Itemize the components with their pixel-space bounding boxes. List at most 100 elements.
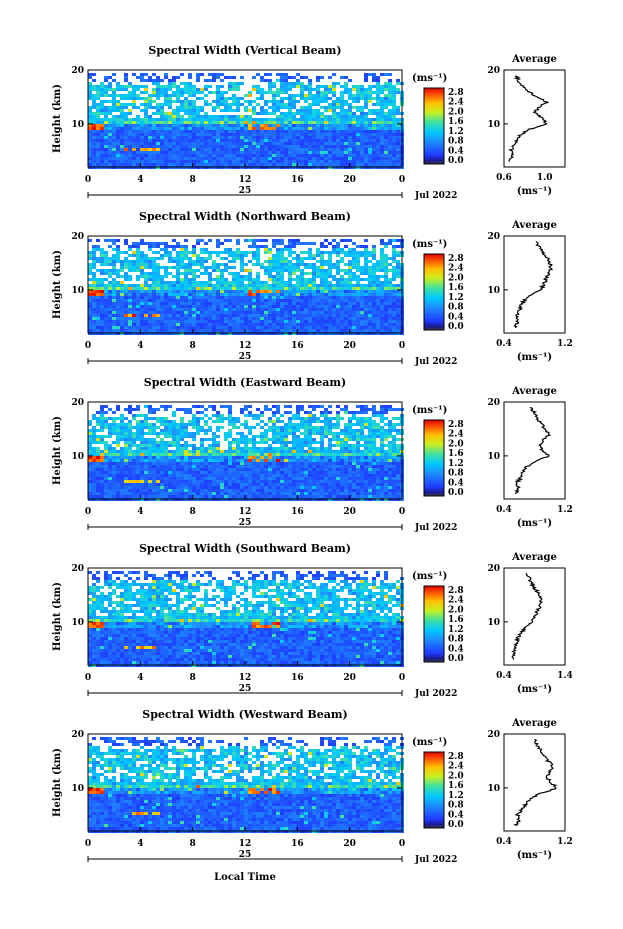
y-tick-label: 10	[71, 452, 84, 462]
panel-2: Spectral Width (Northward Beam) 10 20 Heigh…	[52, 210, 573, 367]
average-x-tick-label: 0.4	[496, 505, 512, 515]
colorbar-tick-label: 2.4	[448, 762, 464, 772]
colorbar-unit: (ms⁻¹)	[412, 571, 447, 582]
y-tick-label: 10	[71, 618, 84, 628]
x-tick-label: 8	[190, 673, 196, 683]
colorbar-tick-label: 0.8	[448, 801, 464, 811]
heatmap-cells	[88, 239, 404, 335]
average-x-tick-label: 0.4	[496, 837, 512, 847]
y-tick-label: 20	[71, 398, 84, 408]
day-label: 25	[239, 684, 252, 694]
x-tick-label: 12	[239, 673, 252, 683]
panel-3: Spectral Width (Eastward Beam) 10 20 Height…	[52, 376, 573, 533]
y-tick-label: 10	[71, 784, 84, 794]
date-label: Jul 2022	[414, 689, 457, 699]
average-frame	[503, 235, 566, 334]
colorbar-tick-label: 1.2	[448, 127, 464, 137]
x-tick-label: 8	[190, 175, 196, 185]
colorbar-tick-label: 1.6	[448, 781, 464, 791]
average-y-tick-label: 10	[487, 784, 500, 794]
panel-4: Spectral Width (Southward Beam) 10 20 Heigh…	[52, 542, 573, 699]
average-y-tick-label: 20	[487, 66, 500, 76]
colorbar-unit: (ms⁻¹)	[412, 239, 447, 250]
colorbar	[423, 751, 445, 829]
x-tick-label: 0	[399, 175, 405, 185]
x-tick-label: 8	[190, 839, 196, 849]
colorbar-tick-label: 1.6	[448, 615, 464, 625]
x-tick-label: 16	[291, 175, 304, 185]
heatmap-cells	[88, 571, 404, 667]
x-tick-label: 20	[343, 839, 356, 849]
average-title: Average	[511, 220, 557, 231]
colorbar-tick-label: 2.0	[448, 273, 464, 283]
x-tick-label: 4	[137, 673, 143, 683]
x-tick-label: 0	[399, 341, 405, 351]
colorbar-unit: (ms⁻¹)	[412, 737, 447, 748]
colorbar-tick-label: 1.6	[448, 449, 464, 459]
y-axis-label: Height (km)	[52, 84, 63, 153]
x-tick-label: 4	[137, 341, 143, 351]
panel-5: Spectral Width (Westward Beam) 10 20 Height…	[52, 708, 573, 865]
x-tick-label: 12	[239, 175, 252, 185]
colorbar-tick-label: 2.0	[448, 107, 464, 117]
colorbar-tick-label: 2.8	[448, 254, 464, 264]
y-axis-label: Height (km)	[52, 748, 63, 817]
average-title: Average	[511, 54, 557, 65]
x-tick-label: 0	[399, 673, 405, 683]
date-label: Jul 2022	[414, 523, 457, 533]
y-tick-label: 20	[71, 66, 84, 76]
average-frame	[503, 69, 566, 168]
panel-title: Spectral Width (Northward Beam)	[139, 210, 351, 223]
colorbar	[423, 585, 445, 663]
average-profile-line	[513, 738, 558, 827]
y-tick-label: 20	[71, 232, 84, 242]
colorbar-tick-label: 0.4	[448, 146, 464, 156]
colorbar-tick-label: 2.8	[448, 88, 464, 98]
colorbar-tick-label: 2.0	[448, 771, 464, 781]
colorbar-tick-label: 0.0	[448, 322, 464, 332]
colorbar-tick-label: 2.8	[448, 586, 464, 596]
x-tick-label: 12	[239, 839, 252, 849]
x-tick-label: 20	[343, 507, 356, 517]
x-axis-label: Local Time	[214, 872, 276, 883]
average-frame	[503, 567, 566, 666]
colorbar	[423, 419, 445, 497]
average-y-tick-label: 20	[487, 564, 500, 574]
average-x-tick-label: 1.4	[557, 671, 573, 681]
x-tick-label: 0	[85, 175, 91, 185]
average-y-tick-label: 10	[487, 618, 500, 628]
y-tick-label: 10	[71, 120, 84, 130]
panel-1: Spectral Width (Vertical Beam) 10 20 Height…	[52, 44, 566, 201]
average-y-tick-label: 20	[487, 232, 500, 242]
x-tick-label: 0	[85, 673, 91, 683]
y-tick-label: 10	[71, 286, 84, 296]
average-profile-line	[508, 75, 549, 162]
average-unit: (ms⁻¹)	[517, 684, 552, 695]
colorbar-tick-label: 1.6	[448, 117, 464, 127]
x-tick-label: 0	[399, 507, 405, 517]
x-tick-label: 16	[291, 341, 304, 351]
colorbar-tick-label: 0.0	[448, 820, 464, 830]
average-x-tick-label: 1.0	[537, 173, 553, 183]
average-profile-line	[513, 240, 554, 329]
colorbar-tick-label: 0.0	[448, 488, 464, 498]
average-y-tick-label: 10	[487, 452, 500, 462]
average-unit: (ms⁻¹)	[517, 352, 552, 363]
date-label: Jul 2022	[414, 357, 457, 367]
colorbar-tick-label: 0.0	[448, 156, 464, 166]
y-tick-label: 20	[71, 730, 84, 740]
heatmap-cells	[88, 405, 404, 501]
colorbar-tick-label: 0.8	[448, 635, 464, 645]
colorbar-tick-label: 1.2	[448, 293, 464, 303]
average-y-tick-label: 20	[487, 398, 500, 408]
x-tick-label: 20	[343, 673, 356, 683]
colorbar-tick-label: 0.0	[448, 654, 464, 664]
day-label: 25	[239, 850, 252, 860]
average-unit: (ms⁻¹)	[517, 518, 552, 529]
y-axis-label: Height (km)	[52, 250, 63, 319]
x-tick-label: 12	[239, 341, 252, 351]
panel-title: Spectral Width (Vertical Beam)	[148, 44, 341, 57]
x-tick-label: 0	[85, 839, 91, 849]
average-x-tick-label: 1.2	[557, 339, 573, 349]
